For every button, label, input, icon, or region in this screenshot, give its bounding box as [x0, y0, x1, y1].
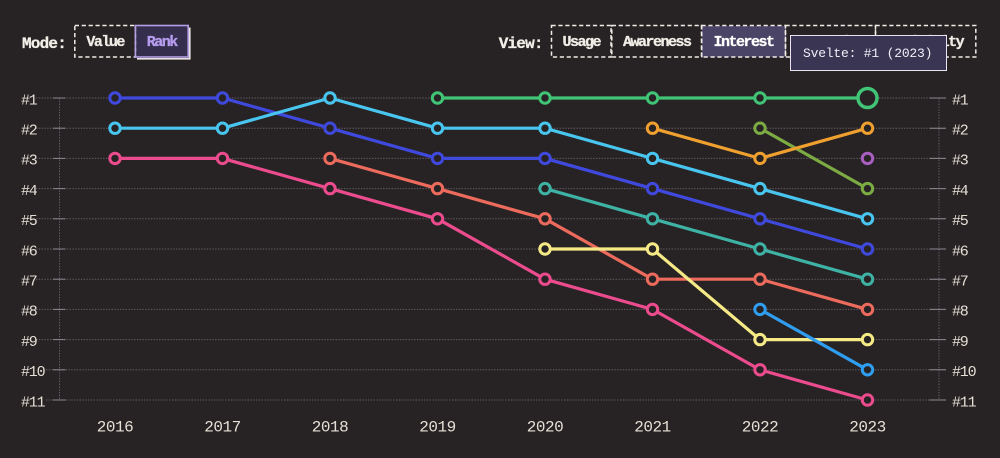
- svg-text:#3: #3: [21, 153, 38, 170]
- svg-text:#6: #6: [21, 243, 38, 260]
- svg-text:#3: #3: [952, 153, 969, 170]
- svg-text:2016: 2016: [97, 419, 133, 437]
- svg-text:#9: #9: [952, 334, 968, 351]
- svg-text:#11: #11: [21, 394, 46, 411]
- svg-text:#5: #5: [952, 213, 969, 230]
- svg-text:#7: #7: [21, 274, 37, 291]
- svg-text:#1: #1: [952, 92, 969, 109]
- svg-text:#2: #2: [952, 123, 968, 140]
- svg-text:#10: #10: [21, 364, 46, 381]
- svg-text:#8: #8: [21, 304, 38, 321]
- svg-text:#2: #2: [21, 123, 37, 140]
- svg-text:#7: #7: [952, 274, 968, 291]
- svg-text:2022: 2022: [742, 419, 778, 437]
- svg-text:2020: 2020: [527, 419, 563, 437]
- svg-text:#6: #6: [952, 243, 969, 260]
- svg-text:#4: #4: [952, 183, 969, 200]
- svg-text:#10: #10: [952, 364, 977, 381]
- svg-text:2023: 2023: [849, 419, 885, 437]
- svg-text:#11: #11: [952, 394, 977, 411]
- svg-text:#4: #4: [21, 183, 38, 200]
- svg-text:2021: 2021: [634, 419, 670, 437]
- svg-text:#5: #5: [21, 213, 38, 230]
- svg-text:2017: 2017: [204, 419, 240, 437]
- svg-text:#8: #8: [952, 304, 969, 321]
- svg-text:#1: #1: [21, 92, 38, 109]
- svg-text:#9: #9: [21, 334, 37, 351]
- svg-text:2019: 2019: [419, 419, 455, 437]
- svg-text:2018: 2018: [312, 419, 348, 437]
